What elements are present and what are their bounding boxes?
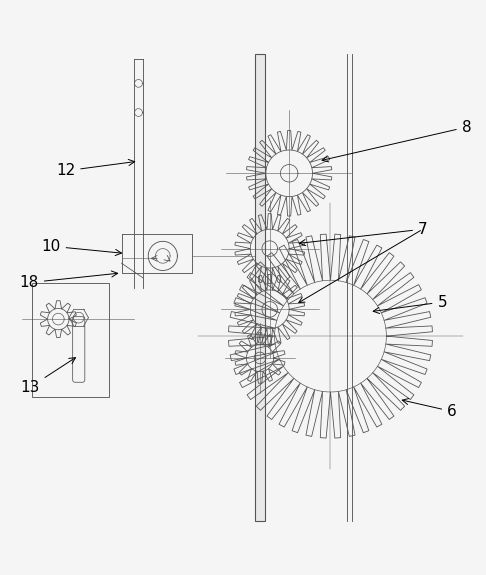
Text: 6: 6 bbox=[402, 398, 457, 419]
Text: 13: 13 bbox=[20, 358, 75, 394]
Text: 5: 5 bbox=[373, 294, 447, 313]
Text: 7: 7 bbox=[299, 222, 428, 246]
Text: 10: 10 bbox=[41, 239, 121, 255]
Bar bbox=[32, 283, 109, 397]
FancyBboxPatch shape bbox=[255, 54, 265, 521]
Text: 8: 8 bbox=[322, 120, 471, 162]
Text: 12: 12 bbox=[56, 159, 135, 178]
Text: 18: 18 bbox=[19, 271, 118, 290]
